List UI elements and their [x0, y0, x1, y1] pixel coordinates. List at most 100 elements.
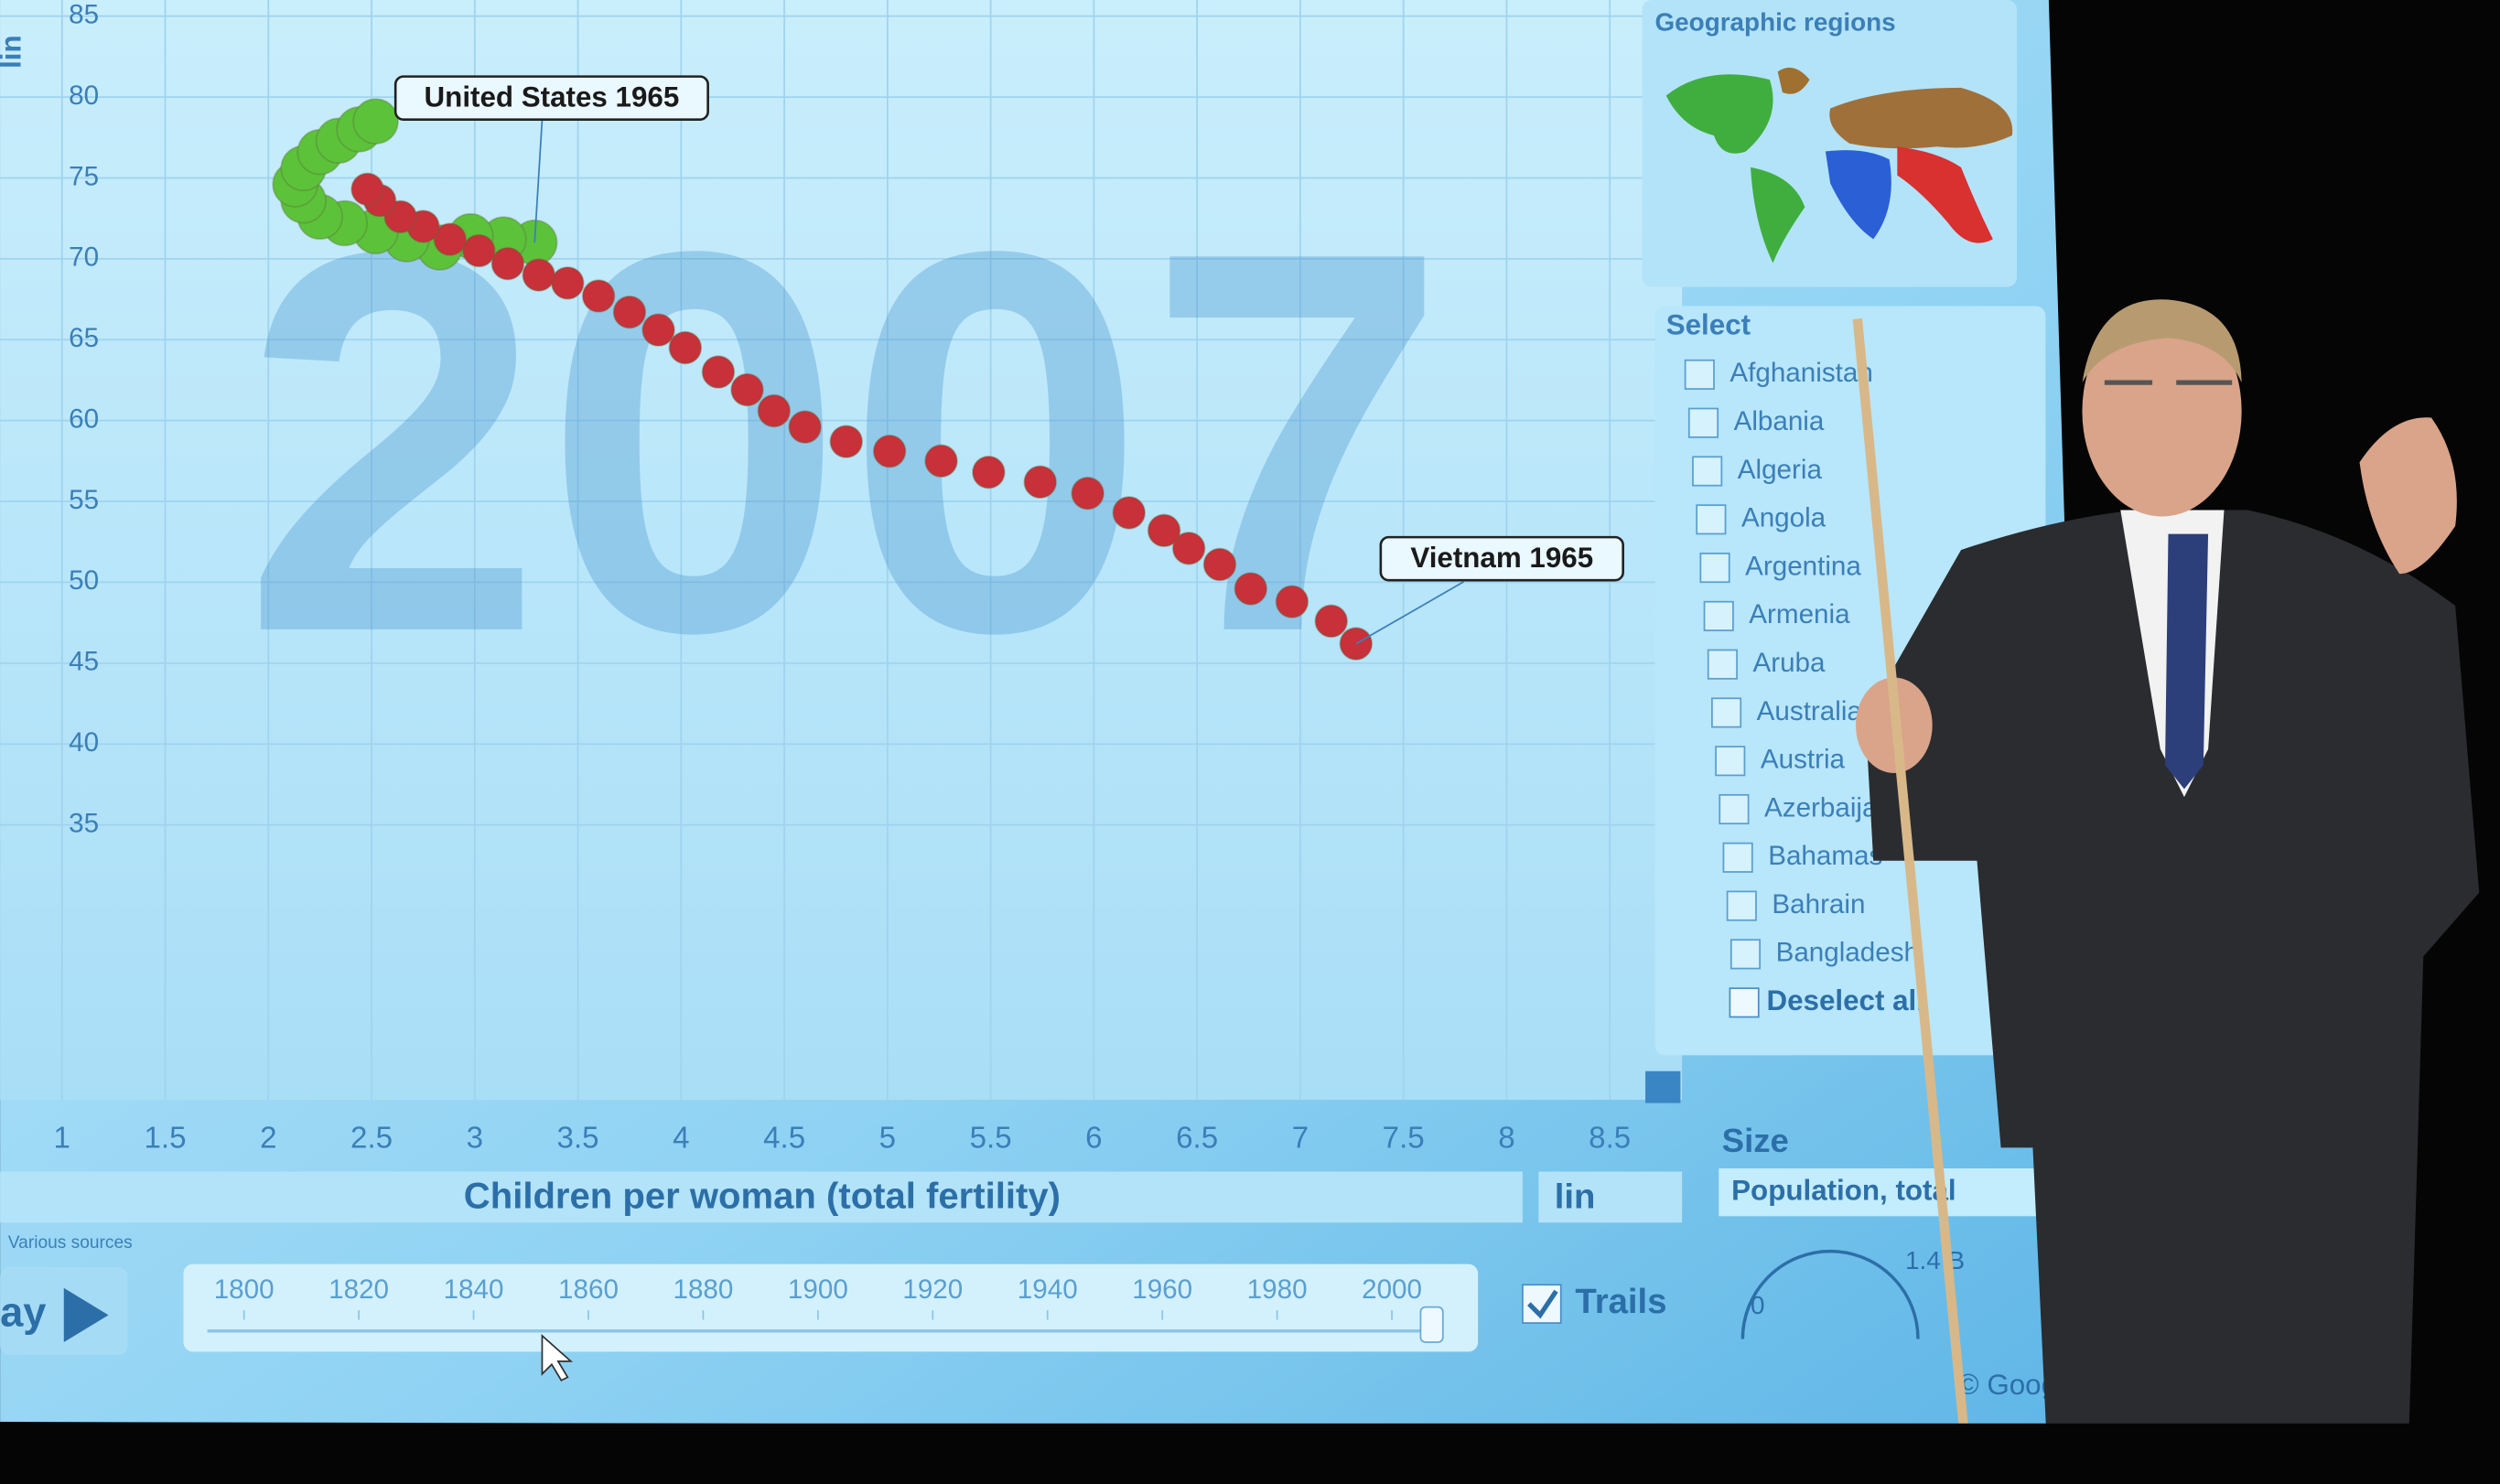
bubble[interactable] — [642, 314, 674, 346]
regions-title: Geographic regions — [1655, 7, 1896, 36]
sources-link[interactable]: Various sources — [8, 1233, 133, 1253]
country-name: Aruba — [1752, 648, 1826, 678]
bubble[interactable] — [1148, 514, 1180, 546]
country-checkbox[interactable] — [1728, 891, 1756, 919]
country-name: Bangladesh — [1776, 938, 1919, 968]
country-checkbox[interactable] — [1705, 602, 1733, 630]
bubble[interactable] — [552, 267, 584, 299]
x-tick-label: 1.5 — [145, 1121, 187, 1155]
y-tick-label: 45 — [69, 647, 99, 677]
country-checkbox[interactable] — [1723, 844, 1751, 872]
bubble[interactable] — [353, 99, 398, 144]
bubble[interactable] — [1024, 466, 1056, 498]
size-max: 1.4 B — [1905, 1246, 1965, 1274]
country-checkbox[interactable] — [1686, 360, 1714, 389]
photo: 2007 lin Children per woman (total ferti… — [0, 0, 2500, 1484]
annotation: Vietnam 1965 — [1410, 542, 1593, 574]
bubble[interactable] — [874, 436, 906, 468]
x-tick-label: 4 — [673, 1121, 689, 1155]
x-tick-label: 3.5 — [557, 1121, 599, 1155]
country-checkbox[interactable] — [1689, 409, 1718, 437]
bubble[interactable] — [925, 445, 957, 477]
bubble[interactable] — [351, 173, 383, 205]
x-tick-label: 3 — [467, 1121, 483, 1155]
y-tick-label: 60 — [69, 403, 99, 434]
x-tick-label: 1 — [54, 1121, 70, 1155]
country-name: Bahamas — [1768, 841, 1882, 871]
country-checkbox[interactable] — [1716, 747, 1744, 775]
timeline-tick-label: 1880 — [673, 1274, 733, 1305]
country-checkbox[interactable] — [1708, 650, 1737, 678]
bubble[interactable] — [1204, 549, 1236, 581]
bubble[interactable] — [463, 235, 495, 267]
x-tick-label: 7 — [1292, 1121, 1309, 1155]
country-name: Angola — [1741, 503, 1827, 533]
bubble[interactable] — [614, 296, 646, 328]
y-tick-label: 75 — [69, 161, 99, 191]
x-tick-label: 7.5 — [1383, 1121, 1425, 1155]
y-tick-label: 65 — [69, 323, 99, 353]
y-scale-label: lin — [0, 35, 27, 69]
timeline-tick-label: 1900 — [788, 1274, 848, 1305]
trails-label: Trails — [1575, 1282, 1666, 1321]
x-tick-label: 5 — [879, 1121, 896, 1155]
country-name: Algeria — [1738, 455, 1823, 485]
page: 2007 lin Children per woman (total ferti… — [0, 0, 2500, 1484]
country-name: Bahrain — [1772, 889, 1865, 919]
bubble[interactable] — [491, 248, 523, 280]
size-title: Size — [1722, 1122, 1789, 1159]
deselect-label: Deselect all — [1766, 984, 1923, 1016]
bubble[interactable] — [1234, 573, 1266, 605]
bubble[interactable] — [583, 280, 615, 312]
timeline-tick-label: 1800 — [214, 1274, 275, 1305]
timeline-tick-label: 1820 — [329, 1274, 389, 1305]
x-tick-label: 6.5 — [1176, 1121, 1218, 1155]
bubble[interactable] — [1113, 497, 1145, 529]
country-checkbox[interactable] — [1700, 554, 1729, 582]
x-axis-label: Children per woman (total fertility) — [464, 1177, 1061, 1217]
bubble[interactable] — [1072, 478, 1104, 510]
country-checkbox[interactable] — [1697, 505, 1725, 533]
x-tick-label: 8 — [1498, 1121, 1514, 1155]
timeline-tick-label: 1860 — [558, 1274, 619, 1305]
country-checkbox[interactable] — [1712, 698, 1740, 726]
country-checkbox[interactable] — [1693, 457, 1721, 485]
bubble[interactable] — [703, 356, 735, 388]
bubble[interactable] — [973, 457, 1005, 489]
bubble[interactable] — [830, 425, 862, 457]
tie — [2165, 534, 2208, 790]
timeline-tick-label: 1960 — [1132, 1274, 1192, 1305]
y-tick-label: 40 — [69, 727, 99, 758]
bubble[interactable] — [731, 374, 763, 406]
x-tick-label: 2 — [260, 1121, 276, 1155]
country-checkbox[interactable] — [1719, 795, 1748, 823]
x-tick-label: 5.5 — [970, 1121, 1012, 1155]
x-tick-label: 6 — [1085, 1121, 1102, 1155]
timeline-tick-label: 1920 — [902, 1274, 963, 1305]
x-tick-label: 2.5 — [350, 1121, 393, 1155]
bubble[interactable] — [758, 395, 790, 427]
zoom-button[interactable] — [1645, 1071, 1680, 1103]
bubble[interactable] — [1276, 586, 1308, 618]
country-checkbox[interactable] — [1731, 940, 1760, 968]
country-name: Austria — [1761, 745, 1846, 775]
country-name: Albania — [1734, 406, 1825, 436]
country-name: Australia — [1757, 696, 1863, 726]
x-tick-label: 8.5 — [1589, 1121, 1631, 1155]
y-tick-label: 80 — [69, 81, 99, 111]
bubble[interactable] — [1315, 605, 1347, 637]
slider-handle[interactable] — [1420, 1307, 1442, 1342]
country-name: Afghanistan — [1730, 358, 1872, 388]
country-name: Armenia — [1749, 599, 1850, 629]
timeline-tick-label: 1980 — [1247, 1274, 1308, 1305]
size-indicator: Population, total — [1731, 1174, 1956, 1206]
y-tick-label: 85 — [69, 0, 99, 30]
stage-floor — [0, 1424, 2500, 1484]
bubble[interactable] — [669, 332, 701, 364]
deselect-checkbox[interactable] — [1730, 988, 1758, 1016]
timeline-tick-label: 1840 — [444, 1274, 504, 1305]
bubble[interactable] — [523, 259, 555, 291]
timeline-tick-label: 1940 — [1018, 1274, 1078, 1305]
country-name: Argentina — [1745, 551, 1861, 581]
bubble[interactable] — [789, 411, 821, 443]
